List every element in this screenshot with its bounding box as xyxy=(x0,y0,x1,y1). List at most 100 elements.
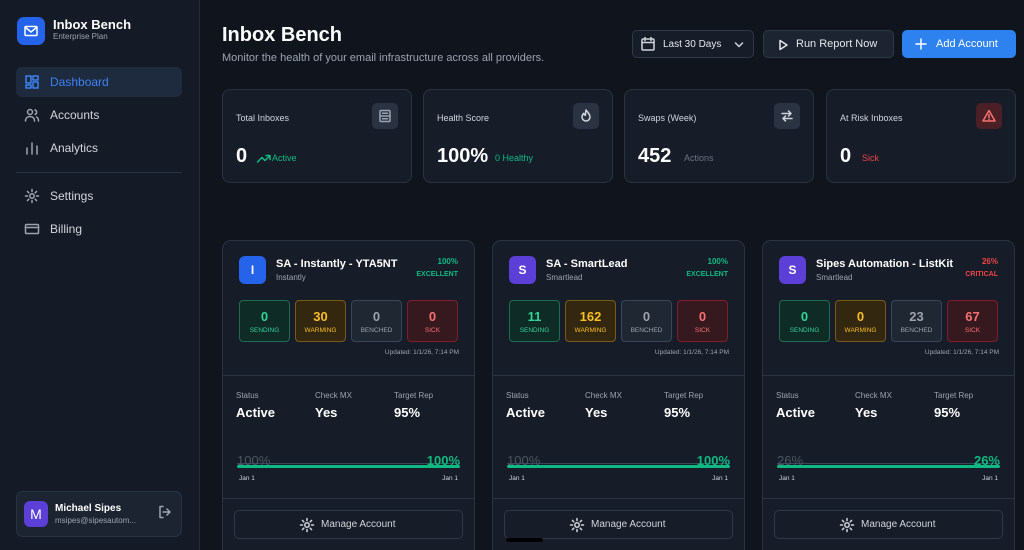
manage-button-label[interactable]: Manage Account xyxy=(321,519,396,530)
field-label: Check MX xyxy=(855,391,892,400)
manage-button-label[interactable]: Manage Account xyxy=(591,519,666,530)
field-label: Status xyxy=(236,391,259,400)
count-box xyxy=(779,300,830,342)
count-value: 0 xyxy=(260,309,269,324)
nav-item[interactable]: Dashboard xyxy=(50,75,109,89)
account-provider: Smartlead xyxy=(816,273,853,282)
nav-item[interactable]: Settings xyxy=(50,189,94,203)
updated-time: Updated: 1/1/26, 7:14 PM xyxy=(384,349,459,356)
chart-date-start: Jan 1 xyxy=(779,475,795,482)
field-label: Check MX xyxy=(585,391,622,400)
count-label: BENCHED xyxy=(630,327,663,334)
chart-baseline xyxy=(507,463,730,464)
count-box xyxy=(351,300,402,342)
count-value: 0 xyxy=(856,309,865,324)
manage-button[interactable] xyxy=(504,510,733,539)
count-box xyxy=(835,300,886,342)
field-value: 95% xyxy=(934,405,961,420)
field-value: Yes xyxy=(585,405,608,420)
field-value: Active xyxy=(776,405,816,420)
card-divider xyxy=(222,375,475,376)
nav-icon[interactable] xyxy=(24,188,40,204)
date-filter-label[interactable]: Last 30 Days xyxy=(663,39,722,50)
logout-icon[interactable] xyxy=(157,504,173,520)
count-box xyxy=(677,300,728,342)
card-divider xyxy=(492,498,745,499)
account-provider: Smartlead xyxy=(546,273,583,282)
play-icon xyxy=(775,37,791,53)
brand-title: Inbox Bench xyxy=(53,17,132,32)
count-box xyxy=(295,300,346,342)
nav-icon-svg xyxy=(24,188,40,204)
date-filter[interactable] xyxy=(632,30,754,58)
chart-date-end: Jan 1 xyxy=(712,475,728,482)
run-report-button[interactable] xyxy=(763,30,894,58)
manage-button[interactable] xyxy=(234,510,463,539)
count-value: 0 xyxy=(800,309,809,324)
account-score: 100% xyxy=(437,257,458,266)
nav-item[interactable]: Analytics xyxy=(50,141,99,155)
stat-note: 0 Healthy xyxy=(495,153,534,163)
count-value: 0 xyxy=(642,309,651,324)
count-value: 0 xyxy=(428,309,437,324)
user-name: Michael Sipes xyxy=(55,503,122,514)
nav-item[interactable]: Billing xyxy=(50,222,83,236)
logout-icon-svg xyxy=(159,505,171,519)
count-label: SENDING xyxy=(519,327,550,334)
nav-icon[interactable] xyxy=(24,74,40,90)
stat-icon-svg xyxy=(982,109,996,122)
nav-icon-svg xyxy=(24,108,40,122)
updated-time: Updated: 1/1/26, 7:14 PM xyxy=(924,349,999,356)
stat-icon xyxy=(377,108,393,124)
count-label: SICK xyxy=(694,327,711,334)
chart-start-label: 100% xyxy=(237,453,271,468)
chevron-icon xyxy=(731,37,747,53)
count-value: 162 xyxy=(579,309,602,324)
account-grade: EXCELLENT xyxy=(416,271,458,278)
chart-date-end: Jan 1 xyxy=(442,475,458,482)
field-label: Target Rep xyxy=(394,391,434,400)
nav-icon[interactable] xyxy=(24,221,40,237)
nav-icon-svg xyxy=(26,142,38,155)
page-title: Inbox Bench xyxy=(222,24,343,46)
mail-icon xyxy=(23,23,39,39)
count-value: 0 xyxy=(372,309,381,324)
chart-date-end: Jan 1 xyxy=(982,475,998,482)
nav-item[interactable]: Accounts xyxy=(50,108,100,122)
chart-line xyxy=(777,465,1000,468)
run-report-label[interactable]: Run Report Now xyxy=(796,38,878,50)
stat-value: 0 xyxy=(840,145,852,167)
chart-end-label: 26% xyxy=(973,453,1000,468)
stat-value: 100% xyxy=(437,145,489,167)
stat-icon xyxy=(779,108,795,124)
account-grade: CRITICAL xyxy=(965,271,998,278)
nav-icon[interactable] xyxy=(24,107,40,123)
user-email: msipes@sipesautom... xyxy=(55,516,137,525)
scroll-indicator xyxy=(506,538,543,542)
card-divider xyxy=(762,375,1015,376)
field-label: Target Rep xyxy=(664,391,704,400)
manage-button-label[interactable]: Manage Account xyxy=(861,519,936,530)
add-account-label[interactable]: Add Account xyxy=(936,38,998,50)
calendar-icon-svg xyxy=(641,36,655,51)
chart-date-start: Jan 1 xyxy=(239,475,255,482)
user-avatar: M xyxy=(24,501,48,527)
account-grade: EXCELLENT xyxy=(686,271,728,278)
count-value: 11 xyxy=(527,309,542,324)
field-value: Active xyxy=(506,405,546,420)
count-label: BENCHED xyxy=(360,327,393,334)
manage-button[interactable] xyxy=(774,510,1003,539)
stat-value: 452 xyxy=(638,145,672,167)
chevron-icon-svg xyxy=(734,42,744,48)
account-score: 26% xyxy=(981,257,998,266)
count-value: 0 xyxy=(698,309,707,324)
nav-active xyxy=(16,67,182,97)
field-label: Target Rep xyxy=(934,391,974,400)
card-divider xyxy=(762,498,1015,499)
nav-icon-svg xyxy=(25,75,39,89)
updated-time: Updated: 1/1/26, 7:14 PM xyxy=(654,349,729,356)
field-value: Active xyxy=(236,405,276,420)
nav-icon[interactable] xyxy=(24,140,40,156)
field-label: Status xyxy=(776,391,799,400)
